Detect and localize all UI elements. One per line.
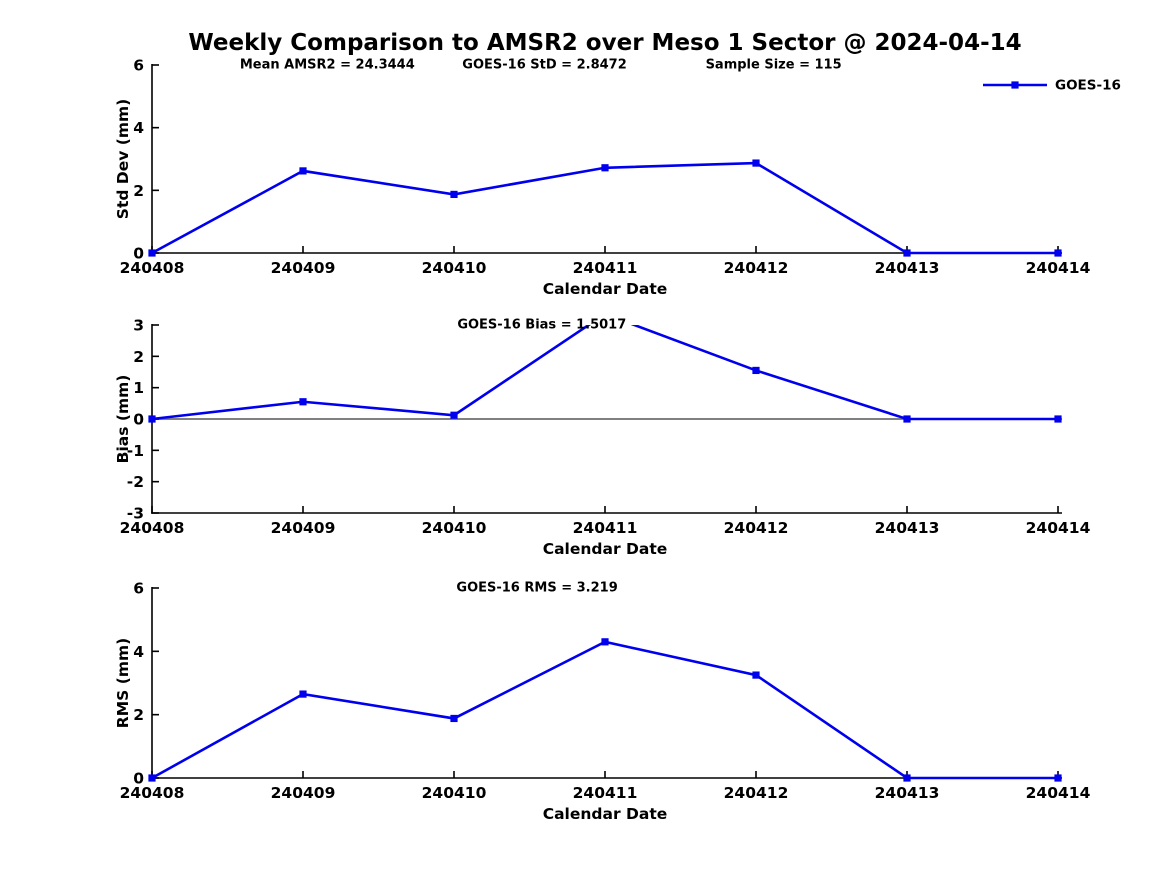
data-point-marker [299,690,307,698]
x-axis-tick-label: 240411 [573,519,638,537]
y-axis-tick-label: 2 [133,348,144,366]
x-axis-tick-label: 240411 [573,784,638,802]
data-point-marker [752,159,760,167]
x-axis-tick-label: 240414 [1026,519,1091,537]
annotation-text: GOES-16 StD = 2.8472 [462,58,626,73]
data-point-marker [148,415,156,423]
y-axis-tick-label: 3 [133,317,144,335]
y-axis-label: Std Dev (mm) [114,99,132,219]
y-axis-tick-label: 0 [133,411,144,429]
x-axis-tick-label: 240413 [875,784,940,802]
bias-chart: -3 -2 -1 0 1 2 3 240408 240409 240410 240411 240412… [114,317,1091,559]
annotation-text: GOES-16 Bias = 1.5017 [457,318,626,333]
data-point-marker [148,774,156,782]
y-axis-tick-label: 6 [133,57,144,75]
y-axis-tick-label: -1 [127,442,144,460]
annotation-text: Mean AMSR2 = 24.3444 [240,58,415,73]
x-axis-tick-label: 240414 [1026,259,1091,277]
x-axis-tick-label: 240408 [120,784,185,802]
x-axis-tick-label: 240413 [875,519,940,537]
data-point-marker [752,366,760,375]
data-point-marker [903,774,911,782]
data-point-marker [601,164,609,172]
y-axis-label: Bias (mm) [114,375,132,464]
x-axis-tick-label: 240408 [120,519,185,537]
y-axis-tick-label: 6 [133,580,144,598]
x-axis-tick-label: 240412 [724,259,789,277]
x-axis-tick-label: 240411 [573,259,638,277]
legend-label: GOES-16 [1055,78,1121,94]
data-point-marker [903,415,911,423]
y-axis-tick-label: -2 [127,473,144,491]
data-point-marker [450,411,458,419]
x-axis-tick-label: 240408 [120,259,185,277]
x-axis-tick-label: 240410 [422,519,487,537]
data-point-marker [450,190,458,199]
data-point-marker [903,249,911,257]
x-axis-label: Calendar Date [543,805,668,823]
x-axis-tick-label: 240409 [271,259,336,277]
y-axis-label: RMS (mm) [114,638,132,728]
stddev-chart: 0 2 4 6 240408 240409 240410 240411 240412 240413… [114,57,1121,299]
y-axis-tick-label: 0 [133,770,144,788]
data-point-marker [752,671,760,679]
annotation-text: GOES-16 RMS = 3.219 [456,581,617,596]
rms-chart: 0 2 4 6 240408 240409 240410 240411 240412 240413… [114,580,1091,824]
annotation-text: Sample Size = 115 [706,58,842,73]
data-point-marker [1054,774,1062,782]
data-polyline [151,161,1058,255]
data-polyline [151,640,1058,780]
x-axis-tick-label: 240410 [422,784,487,802]
x-axis-tick-label: 240414 [1026,784,1091,802]
x-axis-label: Calendar Date [543,540,668,558]
data-point-marker [1054,415,1062,423]
x-axis-tick-label: 240412 [724,519,789,537]
figure-title: Weekly Comparison to AMSR2 over Meso 1 S… [188,30,1022,56]
x-axis-tick-label: 240409 [271,519,336,537]
y-axis-tick-label: 0 [133,245,144,263]
data-point-marker [148,249,156,257]
y-axis-tick-label: -3 [127,505,144,523]
x-axis-tick-label: 240412 [724,784,789,802]
y-axis-tick-label: 1 [133,379,144,397]
data-point-marker [299,398,307,406]
x-axis-tick-label: 240410 [422,259,487,277]
y-axis-tick-label: 2 [133,706,144,724]
x-axis-label: Calendar Date [543,280,668,298]
x-axis-tick-label: 240413 [875,259,940,277]
data-point-marker [601,638,609,646]
data-point-marker [1054,249,1062,257]
data-point-marker [450,714,458,723]
y-axis-tick-label: 4 [133,119,144,137]
legend-marker [1011,81,1019,89]
y-axis-tick-label: 4 [133,643,144,661]
x-axis-tick-label: 240409 [271,784,336,802]
y-axis-tick-label: 2 [133,182,144,200]
data-point-marker [299,167,307,175]
